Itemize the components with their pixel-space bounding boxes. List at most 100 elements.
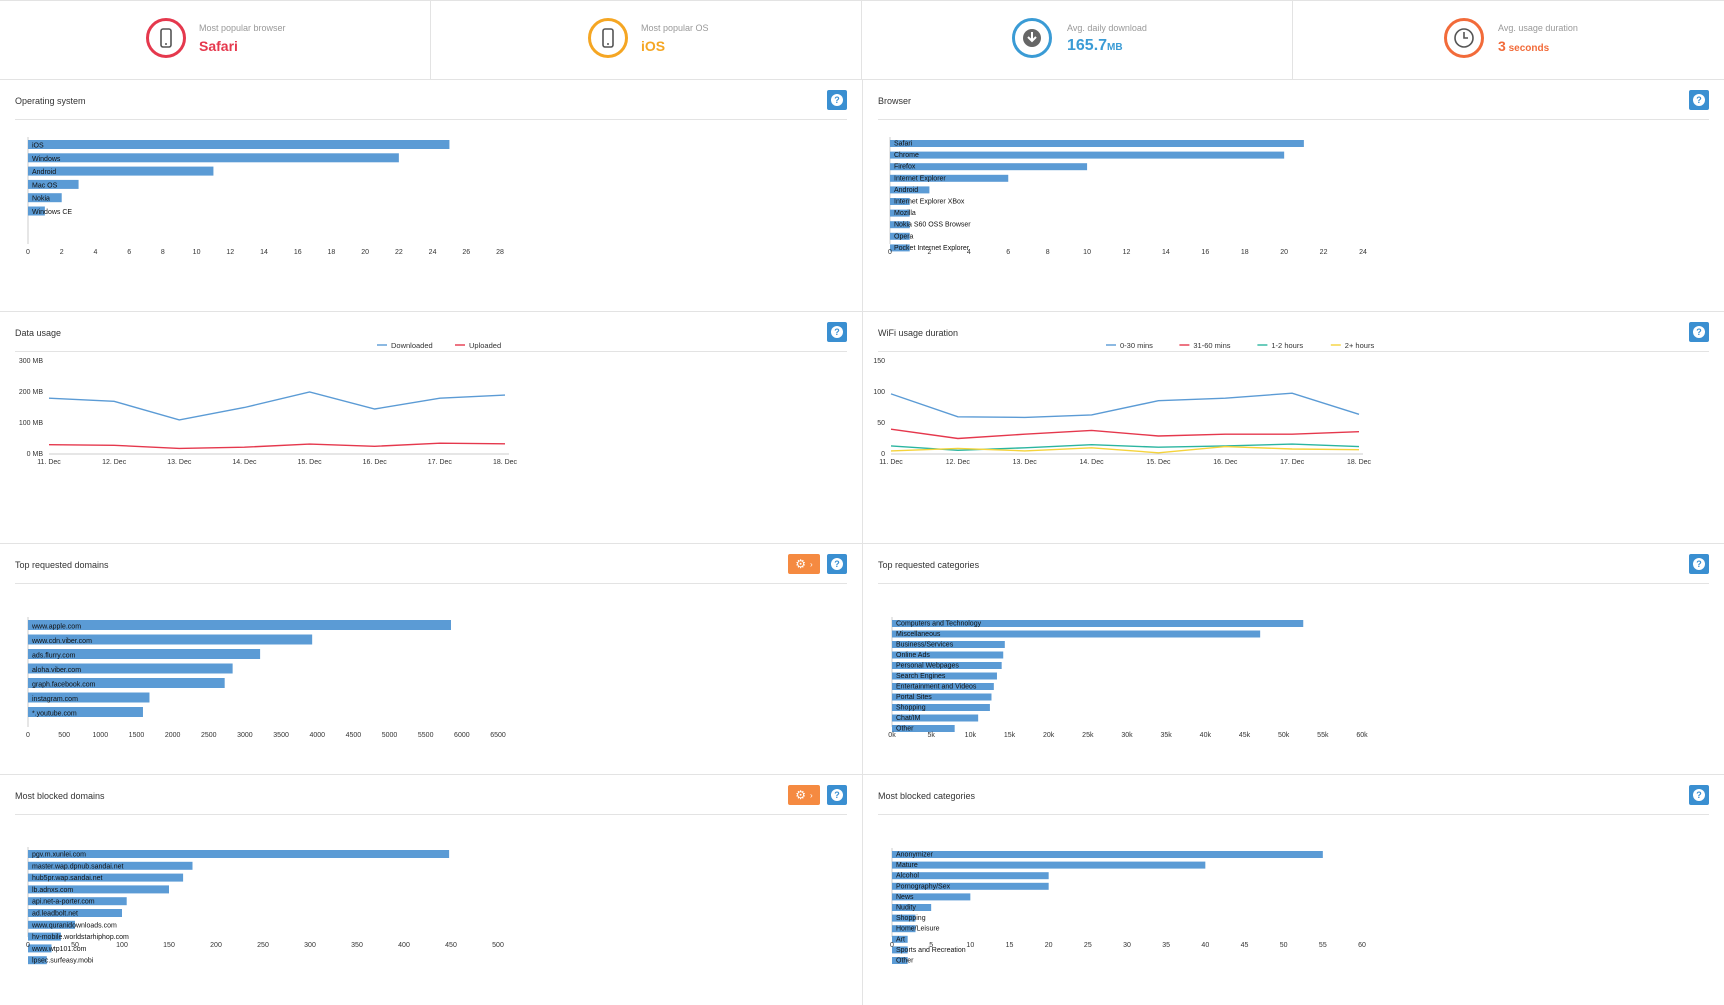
bar (28, 153, 399, 163)
x-tick-label: 30 (1123, 942, 1131, 949)
x-tick-label: 150 (163, 942, 175, 949)
x-tick-label: 13. Dec (1013, 459, 1038, 466)
help-button[interactable]: ? (1689, 90, 1709, 110)
chevron-right-icon: › (810, 790, 813, 800)
bar-label: Entertainment and Videos (896, 684, 977, 691)
help-button[interactable]: ? (827, 554, 847, 574)
x-tick-label: 12 (226, 249, 234, 256)
bar-label: Pocket Internet Explorer (894, 245, 970, 252)
divider (15, 119, 847, 120)
bar-label: hub5pr.wap.sandai.net (32, 875, 102, 882)
panel-top-requested-domains: Top requested domains ⚙ › ? www.apple.com… (0, 544, 862, 774)
bar-label: Alcohol (896, 873, 919, 880)
bar-label: Online Ads (896, 652, 930, 659)
x-tick-label: 18 (1241, 249, 1249, 256)
bar (892, 904, 932, 911)
x-tick-label: 30k (1121, 732, 1133, 739)
bar-label: Internet Explorer XBox (894, 199, 965, 206)
bar (892, 672, 997, 680)
x-tick-label: 350 (351, 942, 363, 949)
bar-label: Internet Explorer (894, 175, 946, 182)
x-tick-label: 14 (260, 249, 268, 256)
y-tick-label: 100 MB (19, 420, 43, 427)
settings-button[interactable]: ⚙ › (788, 554, 820, 574)
panel-title: Browser (878, 96, 912, 106)
bar (892, 725, 955, 732)
bar-label: Nudity (896, 905, 916, 912)
y-tick-label: 150 (873, 358, 885, 365)
x-tick-label: 22 (1320, 249, 1328, 256)
help-button[interactable]: ? (827, 90, 847, 110)
x-tick-label: 40 (1201, 942, 1209, 949)
bar-label: ad.leadbolt.net (32, 911, 78, 918)
bar (28, 179, 79, 189)
row-divider (0, 311, 1724, 312)
bar (890, 232, 910, 240)
x-tick-label: 1000 (93, 732, 109, 739)
x-tick-label: 6 (1006, 249, 1010, 256)
bar (28, 206, 45, 216)
x-tick-label: 15k (1004, 732, 1016, 739)
bar (892, 630, 1261, 638)
question-icon: ? (831, 94, 843, 106)
question-icon: ? (831, 326, 843, 338)
settings-button[interactable]: ⚙ › (788, 785, 820, 805)
x-tick-label: 0 (26, 732, 30, 739)
y-tick-label: 50 (877, 420, 885, 427)
categories-bar-chart: Computers and Technology Miscellaneous Bus… (888, 617, 1368, 739)
help-button[interactable]: ? (1689, 322, 1709, 342)
x-tick-label: 2000 (165, 732, 181, 739)
row-divider (0, 543, 1724, 544)
clock-icon (1444, 18, 1484, 58)
x-tick-label: 22 (395, 249, 403, 256)
x-tick-label: 8 (1046, 249, 1050, 256)
x-tick-label: 10 (193, 249, 201, 256)
question-icon: ? (831, 558, 843, 570)
x-tick-label: 35k (1161, 732, 1173, 739)
panel-data-usage: Data usage ? 0 MB 100 MB 200 MB 300 MB 11. D… (0, 312, 862, 543)
x-tick-label: 20 (361, 249, 369, 256)
x-tick-label: 40k (1200, 732, 1212, 739)
x-tick-label: 60 (1358, 942, 1366, 949)
domains-bar-chart: www.apple.com www.cdn.viber.com ads.flurry… (26, 617, 506, 739)
x-tick-label: 26 (462, 249, 470, 256)
bar-label: Computers and Technology (896, 621, 982, 628)
help-button[interactable]: ? (827, 785, 847, 805)
divider (878, 351, 1709, 352)
bar-label: Opera (894, 233, 914, 240)
phone-icon (146, 18, 186, 58)
bar-label: Android (32, 169, 56, 176)
x-tick-label: 28 (496, 249, 504, 256)
bar-label: *.youtube.com (32, 711, 77, 718)
x-tick-label: 5k (927, 732, 935, 739)
bar-label: www.wtp101.com (31, 946, 87, 953)
x-tick-label: 10 (1083, 249, 1091, 256)
bar-label: Nokia (32, 196, 50, 203)
divider (878, 119, 1709, 120)
bar (890, 209, 910, 217)
help-button[interactable]: ? (1689, 785, 1709, 805)
x-tick-label: 6500 (490, 732, 506, 739)
x-tick-label: 16. Dec (1213, 459, 1238, 466)
stat-value: 3 seconds (1498, 38, 1550, 54)
question-icon: ? (1693, 94, 1705, 106)
series-line (890, 392, 1360, 419)
x-tick-label: 17. Dec (1280, 459, 1305, 466)
bar (28, 663, 233, 674)
x-tick-label: 2 (60, 249, 64, 256)
x-tick-label: 14. Dec (1080, 459, 1105, 466)
help-button[interactable]: ? (827, 322, 847, 342)
x-tick-label: 300 (304, 942, 316, 949)
bar-label: master.wap.dpnub.sandai.net (32, 863, 124, 870)
bar-label: Mozilla (894, 210, 916, 217)
gear-icon: ⚙ (795, 557, 807, 571)
bar-label: Other (896, 726, 914, 733)
bar-label: Anonymizer (896, 852, 934, 859)
x-tick-label: 4 (93, 249, 97, 256)
column-divider (862, 80, 863, 1005)
x-tick-label: 6 (127, 249, 131, 256)
help-button[interactable]: ? (1689, 554, 1709, 574)
bar (28, 649, 261, 659)
x-tick-label: 2 (927, 249, 931, 256)
x-tick-label: 450 (445, 942, 457, 949)
